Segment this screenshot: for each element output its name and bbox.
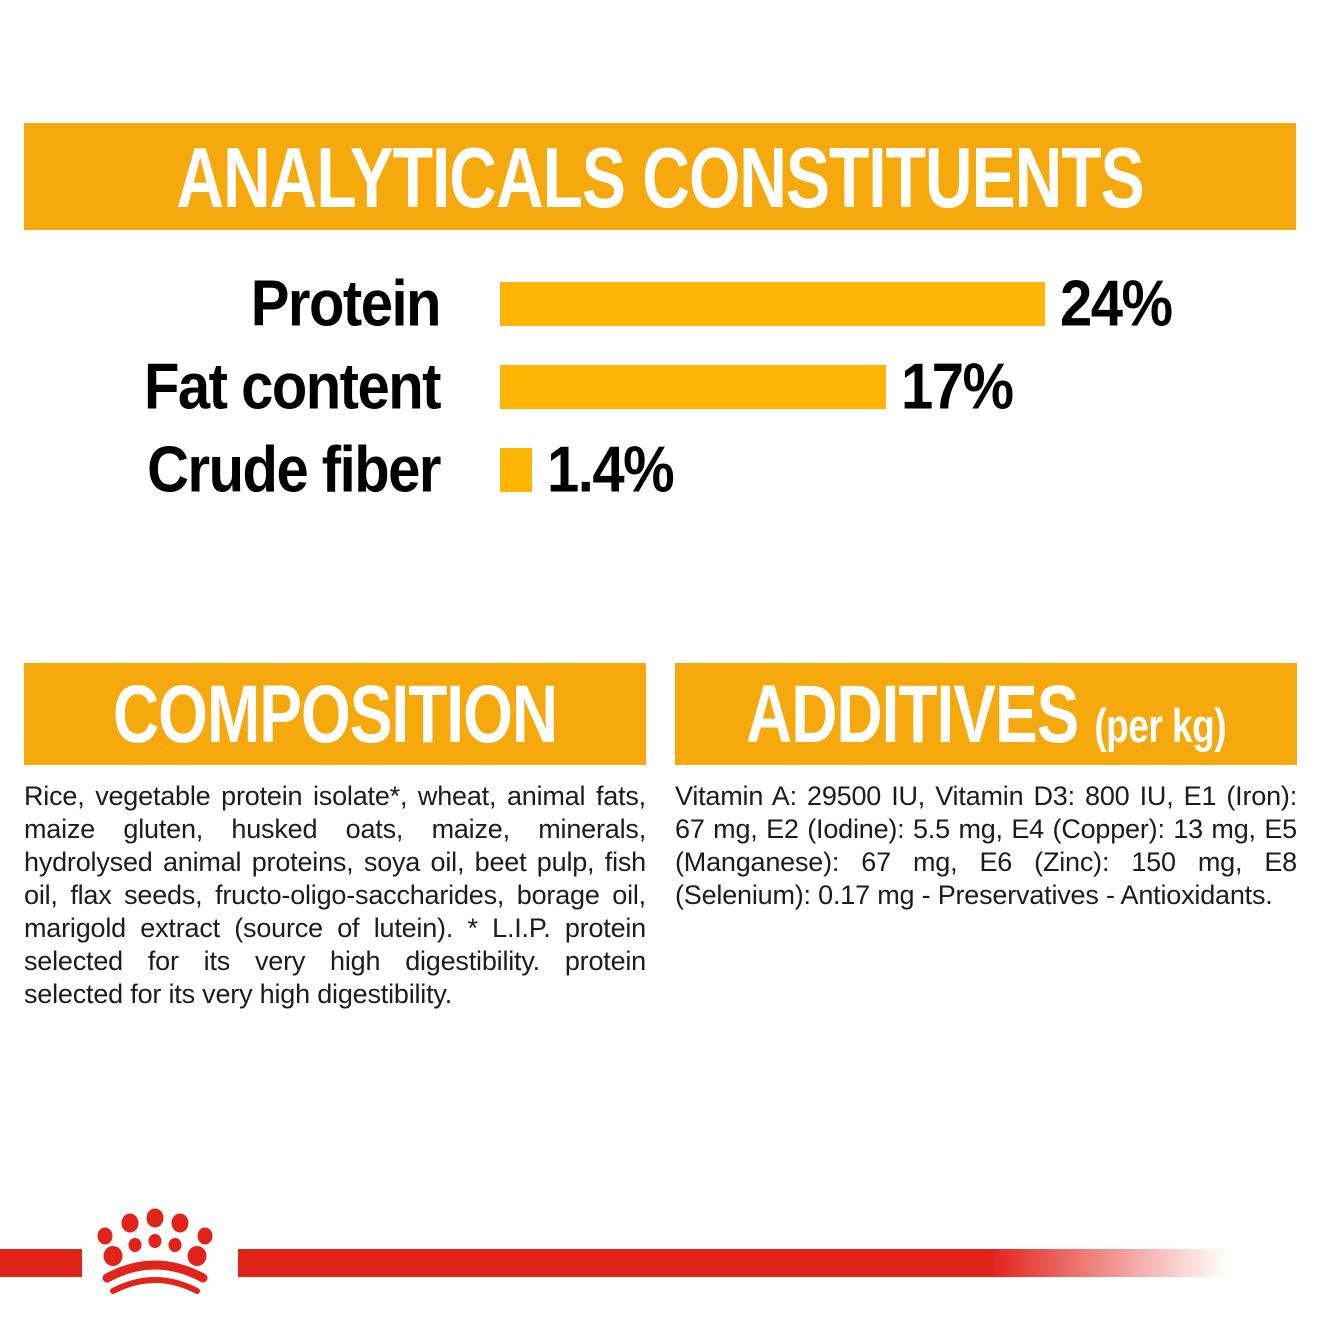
chart-row: Protein 24%: [0, 262, 1320, 345]
chart-row-value: 24%: [1060, 267, 1173, 340]
chart-row: Fat content 17%: [0, 345, 1320, 428]
chart-bar: [500, 447, 532, 492]
chart-row-value: 1.4%: [547, 433, 675, 506]
composition-banner: COMPOSITION: [24, 663, 646, 765]
additives-banner: ADDITIVES (per kg): [675, 663, 1297, 765]
analyticals-banner: ANALYTICALS CONSTITUENTS: [24, 123, 1296, 230]
royal-canin-crown-icon: [80, 1196, 230, 1306]
brand-rule-left: [0, 1249, 82, 1277]
additives-title: ADDITIVES: [745, 667, 1079, 761]
additives-text: Vitamin A: 29500 IU, Vitamin D3: 800 IU,…: [675, 781, 1297, 910]
chart-row-label: Protein: [250, 267, 442, 340]
additives-section: ADDITIVES (per kg) Vitamin A: 29500 IU, …: [675, 663, 1297, 912]
chart-bar: [500, 364, 886, 409]
analyticals-chart: Protein 24% Fat content 17% Crude fiber …: [0, 262, 1320, 511]
chart-bar: [500, 281, 1045, 326]
chart-row-value: 17%: [901, 350, 1014, 423]
brand-rule-right: [238, 1249, 1228, 1277]
additives-title-suffix: (per kg): [1094, 699, 1227, 753]
composition-text: Rice, vegetable protein isolate*, wheat,…: [24, 781, 646, 1009]
chart-row-label: Crude fiber: [147, 433, 441, 506]
chart-row: Crude fiber 1.4%: [0, 428, 1320, 511]
chart-row-label: Fat content: [143, 350, 442, 423]
composition-title: COMPOSITION: [112, 667, 558, 761]
analyticals-title: ANALYTICALS CONSTITUENTS: [176, 128, 1144, 225]
composition-section: COMPOSITION Rice, vegetable protein isol…: [24, 663, 646, 1011]
